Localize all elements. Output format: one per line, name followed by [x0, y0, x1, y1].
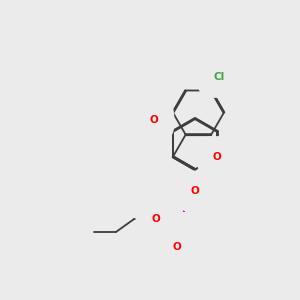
Text: O: O	[173, 242, 182, 252]
Text: F: F	[182, 204, 190, 214]
Text: F: F	[208, 196, 215, 206]
Text: F: F	[192, 188, 198, 197]
Text: Cl: Cl	[213, 72, 224, 82]
Text: O: O	[213, 152, 221, 162]
Text: O: O	[190, 186, 200, 196]
Text: O: O	[151, 214, 160, 224]
Text: O: O	[150, 116, 158, 125]
